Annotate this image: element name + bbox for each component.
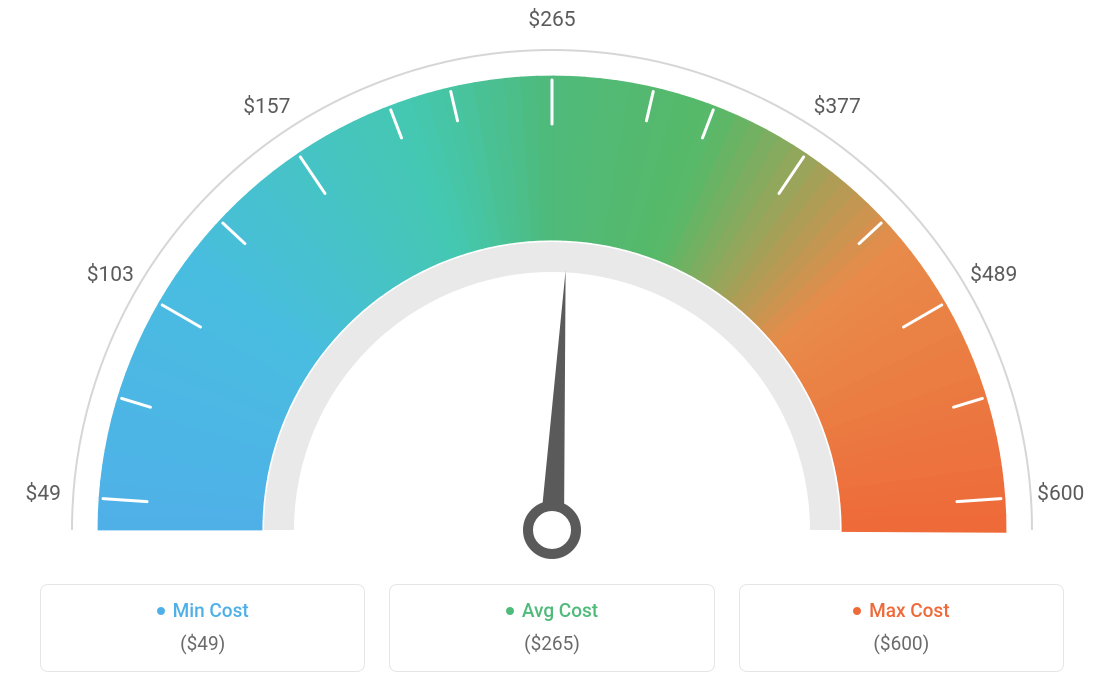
legend-value-min: ($49) xyxy=(51,632,354,655)
legend-card-min: Min Cost ($49) xyxy=(40,584,365,672)
legend-title-min: Min Cost xyxy=(157,599,249,622)
legend-dot-avg xyxy=(506,607,514,615)
gauge-chart: $49 $103 $157 $265 $377 $489 $600 xyxy=(0,0,1104,560)
legend-row: Min Cost ($49) Avg Cost ($265) Max Cost … xyxy=(40,584,1064,672)
legend-title-max: Max Cost xyxy=(853,599,949,622)
legend-value-avg: ($265) xyxy=(400,632,703,655)
legend-label-min: Min Cost xyxy=(173,599,249,622)
legend-card-max: Max Cost ($600) xyxy=(739,584,1064,672)
gauge-tick-label: $489 xyxy=(970,263,1017,287)
legend-dot-min xyxy=(157,607,165,615)
legend-value-max: ($600) xyxy=(750,632,1053,655)
gauge-tick-label: $265 xyxy=(528,8,575,32)
gauge-svg xyxy=(0,0,1104,560)
legend-label-max: Max Cost xyxy=(869,599,949,622)
legend-card-avg: Avg Cost ($265) xyxy=(389,584,714,672)
gauge-tick-label: $157 xyxy=(243,95,290,119)
gauge-tick-label: $103 xyxy=(87,263,134,287)
gauge-tick-label: $377 xyxy=(814,95,861,119)
legend-dot-max xyxy=(853,607,861,615)
gauge-tick-label: $600 xyxy=(1037,482,1084,506)
legend-label-avg: Avg Cost xyxy=(522,599,598,622)
gauge-tick-label: $49 xyxy=(26,482,61,506)
legend-title-avg: Avg Cost xyxy=(506,599,598,622)
